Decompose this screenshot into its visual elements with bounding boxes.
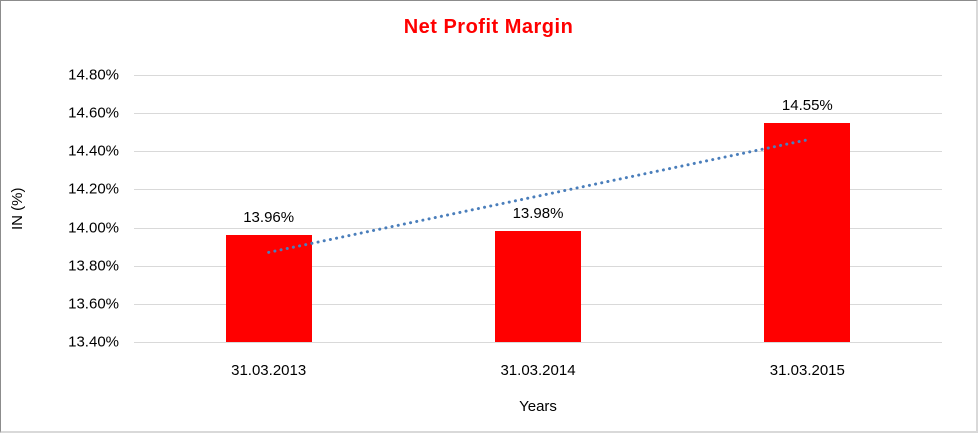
bar-data-label: 13.98%	[512, 205, 564, 223]
gridline	[134, 228, 942, 229]
y-axis-tick-labels: 14.80% 14.60% 14.40% 14.20% 14.00% 13.80% 13.6…	[1, 67, 119, 351]
trendline	[267, 138, 809, 254]
bar-data-label: 13.96%	[243, 209, 295, 227]
y-tick-label: 13.80%	[68, 257, 119, 275]
gridline	[134, 342, 942, 343]
plot-area: 13.96% 13.98% 14.55%	[134, 75, 942, 343]
bar-31.03.2014	[495, 231, 581, 342]
x-tick-label: 31.03.2015	[769, 362, 845, 379]
x-tick-label: 31.03.2013	[231, 362, 307, 379]
gridline	[134, 151, 942, 152]
y-tick-label: 13.60%	[68, 295, 119, 313]
y-tick-label: 14.40%	[68, 142, 119, 160]
y-tick-label: 14.80%	[68, 66, 119, 84]
gridline	[134, 113, 942, 114]
y-tick-label: 14.20%	[68, 180, 119, 198]
gridline	[134, 189, 942, 190]
bar-data-label: 14.55%	[781, 96, 833, 114]
y-tick-label: 14.00%	[68, 219, 119, 237]
bar-31.03.2015	[764, 122, 851, 342]
x-axis-title: Years	[519, 398, 557, 415]
x-tick-label: 31.03.2014	[500, 362, 576, 379]
chart-title: Net Profit Margin	[403, 16, 574, 38]
gridline	[134, 75, 942, 76]
y-tick-label: 13.40%	[68, 333, 119, 351]
y-tick-label: 14.60%	[68, 104, 119, 122]
